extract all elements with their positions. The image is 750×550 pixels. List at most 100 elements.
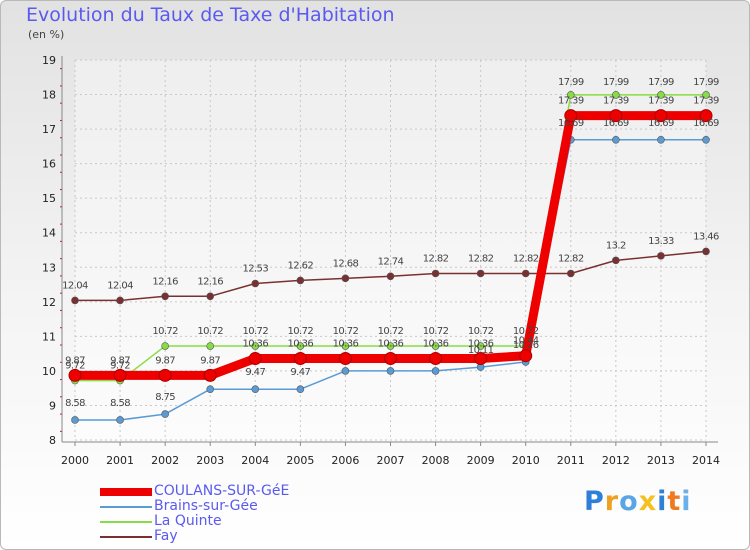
data-point bbox=[386, 342, 395, 350]
data-label: 12.74 bbox=[378, 256, 404, 267]
data-label: 10.72 bbox=[423, 326, 449, 337]
logo-letter: o bbox=[619, 486, 639, 517]
legend-swatch bbox=[100, 488, 152, 496]
data-point bbox=[116, 416, 124, 424]
data-point bbox=[203, 368, 217, 382]
data-point bbox=[431, 342, 440, 350]
legend-swatch bbox=[100, 506, 152, 508]
y-tick-label: 9 bbox=[49, 399, 56, 412]
y-tick-label: 18 bbox=[42, 89, 56, 102]
chart-subtitle: (en %) bbox=[28, 28, 65, 41]
data-label: 12.04 bbox=[107, 280, 133, 291]
data-label: 8.75 bbox=[155, 392, 175, 403]
x-tick-label: 2001 bbox=[106, 454, 134, 467]
x-tick-label: 2005 bbox=[286, 454, 314, 467]
data-point bbox=[206, 342, 215, 350]
data-point bbox=[431, 269, 440, 278]
data-point bbox=[657, 91, 665, 99]
x-tick-label: 2008 bbox=[422, 454, 450, 467]
series bbox=[68, 91, 713, 424]
x-tick-label: 2011 bbox=[557, 454, 585, 467]
data-point bbox=[113, 368, 127, 382]
data-label: 17.99 bbox=[648, 77, 674, 88]
y-tick-label: 14 bbox=[42, 227, 56, 240]
data-point bbox=[702, 136, 710, 144]
data-label: 17.99 bbox=[693, 77, 719, 88]
data-point bbox=[161, 292, 169, 301]
data-point bbox=[296, 276, 305, 285]
data-label: 8.58 bbox=[65, 398, 85, 409]
data-label: 10.26 bbox=[513, 340, 539, 351]
data-label: 12.16 bbox=[197, 276, 223, 287]
y-tick-label: 8 bbox=[49, 434, 56, 447]
data-label: 17.39 bbox=[558, 96, 584, 107]
data-point bbox=[431, 367, 440, 375]
line-chart: 8 9 10 11 12 13 14 15 16 17 18 19 2000 2001 2002 2003 20… bbox=[42, 54, 720, 467]
data-label: 10.36 bbox=[288, 338, 314, 349]
data-point bbox=[71, 416, 79, 424]
x-tick-label: 2000 bbox=[61, 454, 89, 467]
data-point bbox=[702, 91, 710, 99]
data-label: 17.39 bbox=[648, 96, 674, 107]
data-label: 12.82 bbox=[513, 253, 539, 264]
data-label: 16.69 bbox=[603, 118, 629, 129]
logo-letter: t bbox=[667, 486, 682, 517]
x-tick-label: 2009 bbox=[467, 454, 495, 467]
data-point bbox=[429, 351, 443, 365]
data-point bbox=[612, 256, 620, 265]
proxiti-logo: Proxiti bbox=[584, 486, 692, 517]
data-label: 9.87 bbox=[110, 355, 130, 366]
logo-letter: P bbox=[584, 486, 605, 517]
data-label: 13.46 bbox=[693, 231, 719, 242]
data-point bbox=[206, 385, 215, 394]
logo-letter: x bbox=[638, 486, 658, 517]
data-label: 9.87 bbox=[200, 355, 220, 366]
data-point bbox=[338, 351, 352, 365]
data-label: 17.39 bbox=[693, 96, 719, 107]
data-label: 13.33 bbox=[648, 236, 674, 247]
legend-label: Fay bbox=[154, 528, 178, 544]
data-labels: 12.04 12.04 12.16 12.16 12.53 12.62 12.68 12.74… bbox=[62, 77, 719, 409]
data-label: 12.82 bbox=[558, 253, 584, 264]
data-point bbox=[702, 247, 710, 256]
data-label: 10.36 bbox=[333, 338, 359, 349]
data-label: 12.68 bbox=[333, 258, 359, 269]
data-label: 10.72 bbox=[152, 326, 178, 337]
data-label: 9.72 bbox=[110, 361, 130, 372]
logo-letter: i bbox=[681, 486, 692, 517]
data-point bbox=[251, 342, 260, 350]
data-point bbox=[251, 279, 260, 288]
data-point bbox=[566, 91, 575, 99]
data-point bbox=[251, 385, 260, 394]
data-point bbox=[116, 296, 124, 305]
data-label: 10.11 bbox=[468, 345, 494, 356]
data-label: 12.82 bbox=[468, 253, 494, 264]
data-label: 17.99 bbox=[603, 77, 629, 88]
legend-label: COULANS-SUR-GéE bbox=[154, 483, 290, 499]
data-point bbox=[566, 269, 575, 278]
data-point bbox=[341, 367, 350, 375]
chart-title: Evolution du Taux de Taxe d'Habitation bbox=[26, 4, 395, 26]
data-label: 10.72 bbox=[197, 326, 223, 337]
data-label: 9.87 bbox=[65, 355, 85, 366]
data-point bbox=[474, 351, 488, 365]
x-tick-label: 2007 bbox=[377, 454, 405, 467]
data-point bbox=[161, 342, 169, 350]
data-label: 16.69 bbox=[693, 118, 719, 129]
data-point bbox=[386, 367, 395, 375]
data-label: 16.69 bbox=[648, 118, 674, 129]
data-label: 10.72 bbox=[468, 326, 494, 337]
data-point bbox=[657, 136, 665, 144]
data-label: 12.04 bbox=[62, 280, 88, 291]
logo-letter: i bbox=[657, 486, 668, 517]
x-tick-label: 2014 bbox=[692, 454, 720, 467]
data-point bbox=[68, 368, 82, 382]
data-label: 12.62 bbox=[288, 260, 314, 271]
y-tick-label: 16 bbox=[42, 158, 56, 171]
data-point bbox=[293, 351, 307, 365]
data-point bbox=[296, 385, 305, 394]
data-point bbox=[609, 109, 623, 123]
y-tick-label: 15 bbox=[42, 192, 56, 205]
x-tick-label: 2002 bbox=[151, 454, 179, 467]
